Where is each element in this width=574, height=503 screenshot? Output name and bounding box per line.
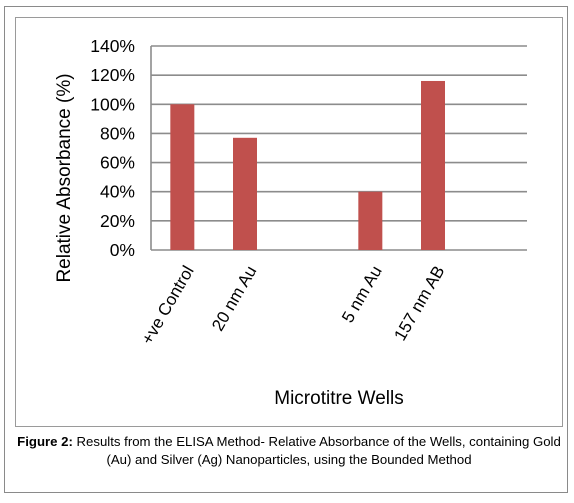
- y-tick-label: 100%: [90, 94, 135, 114]
- y-axis-title: Relative Absorbance (%): [54, 73, 75, 282]
- y-tick-label: 60%: [100, 153, 135, 173]
- chart-area: 0% 20% 40% 60% 80% 100% 120% 140% +ve Control 20 …: [15, 17, 563, 427]
- bar-3: [358, 191, 383, 250]
- x-tick-label: 157 nm AB: [390, 263, 448, 345]
- caption-text: Results from the ELISA Method- Relative …: [72, 434, 561, 467]
- y-tick-label: 80%: [100, 123, 135, 143]
- y-tick-label: 20%: [100, 211, 135, 231]
- figure-caption: Figure 2: Results from the ELISA Method-…: [15, 433, 563, 469]
- x-tick-label: +ve Control: [138, 263, 198, 348]
- figure-frame: 0% 20% 40% 60% 80% 100% 120% 140% +ve Control 20 …: [4, 6, 568, 493]
- bar-4: [421, 80, 445, 250]
- y-tick-label: 0%: [110, 240, 135, 260]
- x-tick-label: 20 nm Au: [208, 263, 260, 335]
- bar-chart: 0% 20% 40% 60% 80% 100% 120% 140% +ve Control 20 …: [54, 36, 527, 409]
- y-tick-label: 120%: [90, 65, 135, 85]
- y-tick-label: 40%: [100, 182, 135, 202]
- bar-0: [170, 104, 195, 251]
- x-tick-label: 5 nm Au: [338, 263, 386, 327]
- x-axis-title: Microtitre Wells: [274, 388, 404, 409]
- caption-label: Figure 2:: [17, 434, 73, 449]
- y-tick-label: 140%: [90, 36, 135, 56]
- bar-1: [233, 137, 257, 250]
